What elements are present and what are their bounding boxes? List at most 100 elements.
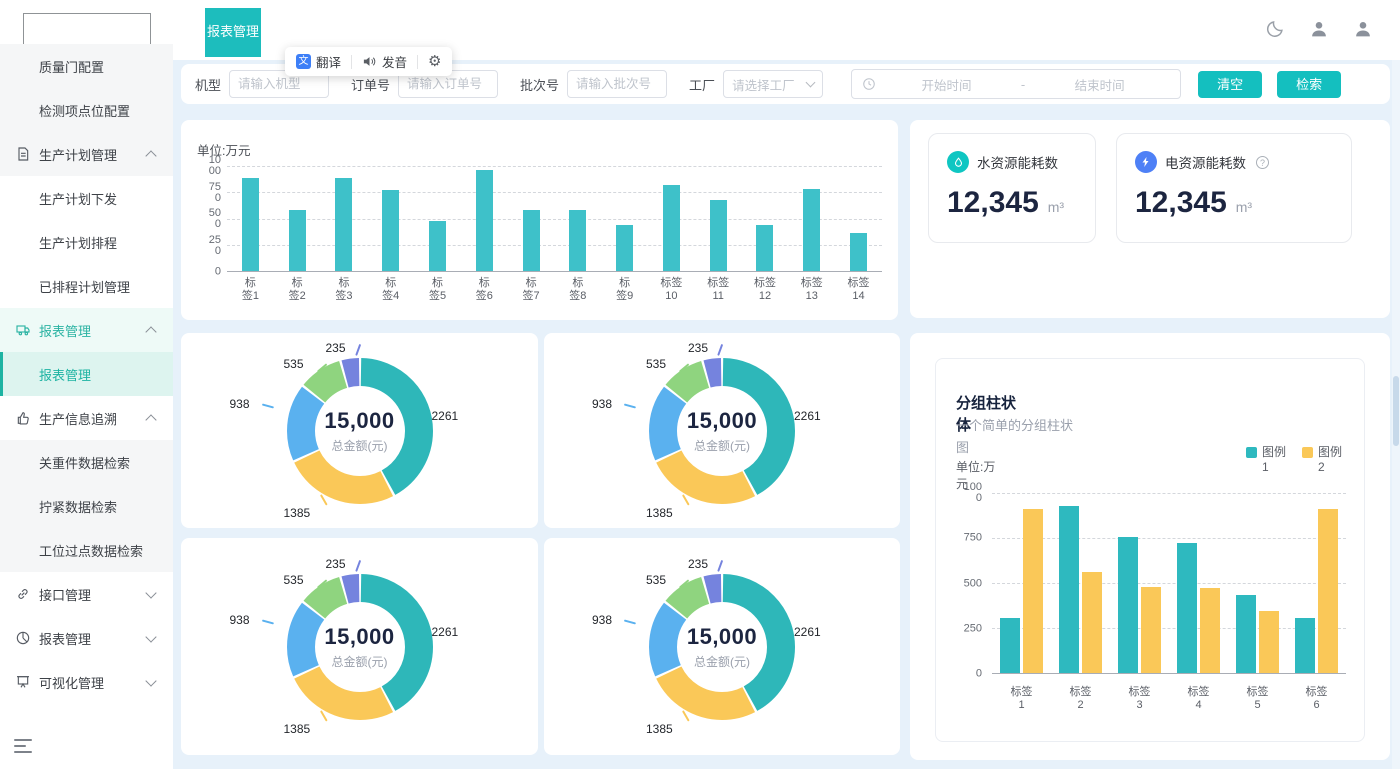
- bar-标签7[interactable]: [523, 210, 540, 271]
- water-energy-label: 水资源能耗数: [977, 152, 1058, 172]
- sidebar-item-5[interactable]: 已排程计划管理: [0, 264, 173, 308]
- sidebar-item-label: 报表管理: [39, 321, 91, 340]
- grouped-bar-标签3-图例2[interactable]: [1141, 587, 1161, 673]
- chevron-down-icon: [145, 631, 156, 642]
- x-axis-label: 标签12: [742, 272, 789, 303]
- y-axis-tick: 250: [209, 235, 221, 257]
- sidebar-item-8[interactable]: 生产信息追溯: [0, 396, 173, 440]
- bar-标签5[interactable]: [429, 221, 446, 271]
- sidebar-item-10[interactable]: 拧紧数据检索: [0, 484, 173, 528]
- donut-chart[interactable]: 15,000总金额(元)22611385938535235: [542, 333, 902, 529]
- electric-energy-card: 电资源能耗数 ? 12,345 m³: [1116, 133, 1352, 243]
- sidebar-item-7[interactable]: 报表管理: [0, 352, 173, 396]
- bar-标签9[interactable]: [616, 225, 633, 271]
- sidebar-item-11[interactable]: 工位过点数据检索: [0, 528, 173, 572]
- y-axis-tick: 750: [964, 533, 982, 544]
- sidebar-item-13[interactable]: 报表管理: [0, 616, 173, 660]
- popup-settings-button[interactable]: ⚙: [428, 54, 441, 69]
- search-button[interactable]: 检索: [1277, 71, 1341, 98]
- sidebar-item-1[interactable]: 检测项点位配置: [0, 88, 173, 132]
- help-icon[interactable]: ?: [1256, 156, 1269, 169]
- energy-stats-card: 水资源能耗数 12,345 m³ 电资源能耗数 ? 12,345 m³: [910, 120, 1390, 318]
- bar-标签1[interactable]: [242, 178, 259, 271]
- donut-segment-label: 2261: [794, 625, 821, 639]
- donut-segment-label: 938: [230, 397, 250, 411]
- sidebar-item-6[interactable]: 报表管理: [0, 308, 173, 352]
- grouped-bar-标签3-图例1[interactable]: [1118, 537, 1138, 673]
- electric-energy-value: 12,345: [1135, 186, 1227, 220]
- donut-segment-label: 2261: [432, 409, 459, 423]
- y-axis-tick: 1000: [209, 155, 221, 177]
- user-icon[interactable]: [1308, 18, 1330, 40]
- bar-标签11[interactable]: [710, 200, 727, 271]
- page-scrollbar[interactable]: [1392, 60, 1400, 769]
- sidebar-item-4[interactable]: 生产计划排程: [0, 220, 173, 264]
- grouped-bar-标签5-图例1[interactable]: [1236, 595, 1256, 673]
- sidebar-item-14[interactable]: 可视化管理: [0, 660, 173, 704]
- bar-标签3[interactable]: [335, 178, 352, 271]
- donut-chart[interactable]: 15,000总金额(元)22611385938535235: [180, 333, 540, 529]
- sidebar-item-12[interactable]: 接口管理: [0, 572, 173, 616]
- grouped-bar-标签6-图例2[interactable]: [1318, 509, 1338, 673]
- chevron-down-icon: [145, 675, 156, 686]
- dark-mode-moon-icon[interactable]: [1264, 18, 1286, 40]
- x-axis-label: 标签14: [835, 272, 882, 303]
- legend-item[interactable]: 图例1: [1246, 445, 1286, 475]
- donut-chart[interactable]: 15,000总金额(元)22611385938535235: [542, 549, 902, 745]
- chevron-down-icon: [145, 587, 156, 598]
- x-axis-label: 标签7: [508, 272, 555, 303]
- date-range-picker[interactable]: 开始时间 - 结束时间: [851, 69, 1181, 99]
- grouped-bar-标签4-图例2[interactable]: [1200, 588, 1220, 673]
- sidebar-item-3[interactable]: 生产计划下发: [0, 176, 173, 220]
- grouped-bar-chart[interactable]: 分组柱状体一个简单的分组柱状图单位:万元图例1图例210007505002500…: [935, 358, 1365, 742]
- range-separator: -: [1017, 77, 1029, 92]
- user-icon[interactable]: [1352, 18, 1374, 40]
- grouped-bar-标签4-图例1[interactable]: [1177, 543, 1197, 674]
- sidebar-item-0[interactable]: 质量门配置: [0, 44, 173, 88]
- factory-select-placeholder: 请选择工厂: [732, 75, 795, 94]
- grouped-bar-标签6-图例1[interactable]: [1295, 618, 1315, 673]
- batch-input[interactable]: [567, 70, 667, 98]
- bar-标签13[interactable]: [803, 189, 820, 271]
- bar-chart[interactable]: 10007505002500标签1标签2标签3标签4标签5标签6标签7标签8标签…: [195, 166, 882, 303]
- grouped-bar-标签2-图例1[interactable]: [1059, 506, 1079, 673]
- translate-button[interactable]: 文 翻译: [296, 52, 341, 71]
- sidebar-item-2[interactable]: 生产计划管理: [0, 132, 173, 176]
- donut-segment-label: 1385: [646, 722, 673, 736]
- bar-标签12[interactable]: [756, 225, 773, 271]
- sidebar-item-label: 生产计划管理: [39, 145, 117, 164]
- grouped-bar-标签5-图例2[interactable]: [1259, 611, 1279, 673]
- lightning-icon: [1135, 151, 1157, 173]
- sidebar-collapse-button[interactable]: [14, 739, 34, 755]
- grouped-bar-标签1-图例1[interactable]: [1000, 618, 1020, 673]
- bar-标签2[interactable]: [289, 210, 306, 271]
- batch-label: 批次号: [520, 75, 559, 94]
- sidebar-item-label: 可视化管理: [39, 673, 104, 692]
- sidebar-item-label: 拧紧数据检索: [39, 497, 117, 516]
- legend-item[interactable]: 图例2: [1302, 445, 1342, 475]
- donut-total-value: 15,000: [687, 408, 757, 434]
- chevron-up-icon: [145, 150, 156, 161]
- bar-标签4[interactable]: [382, 190, 399, 271]
- donut-total-label: 总金额(元): [332, 653, 388, 670]
- bar-标签8[interactable]: [569, 210, 586, 271]
- factory-select[interactable]: 请选择工厂: [723, 70, 823, 98]
- bar-标签14[interactable]: [850, 233, 867, 271]
- donut-chart[interactable]: 15,000总金额(元)22611385938535235: [180, 549, 540, 745]
- clear-button[interactable]: 清空: [1198, 71, 1262, 98]
- chevron-down-icon: [806, 78, 816, 88]
- x-axis-label: 标签5: [1228, 681, 1287, 712]
- pronounce-button[interactable]: 发音: [362, 52, 407, 71]
- tab-report-management[interactable]: 报表管理: [205, 8, 261, 57]
- bar-标签6[interactable]: [476, 170, 493, 271]
- grouped-bar-标签2-图例2[interactable]: [1082, 572, 1102, 673]
- electric-energy-unit: m³: [1236, 199, 1252, 215]
- donut-total-value: 15,000: [324, 624, 394, 650]
- hand-icon: [15, 410, 31, 426]
- water-energy-unit: m³: [1048, 199, 1064, 215]
- scrollbar-thumb[interactable]: [1393, 376, 1399, 446]
- x-axis-label: 标签2: [1051, 681, 1110, 712]
- sidebar-item-9[interactable]: 关重件数据检索: [0, 440, 173, 484]
- bar-标签10[interactable]: [663, 185, 680, 271]
- grouped-bar-标签1-图例2[interactable]: [1023, 509, 1043, 673]
